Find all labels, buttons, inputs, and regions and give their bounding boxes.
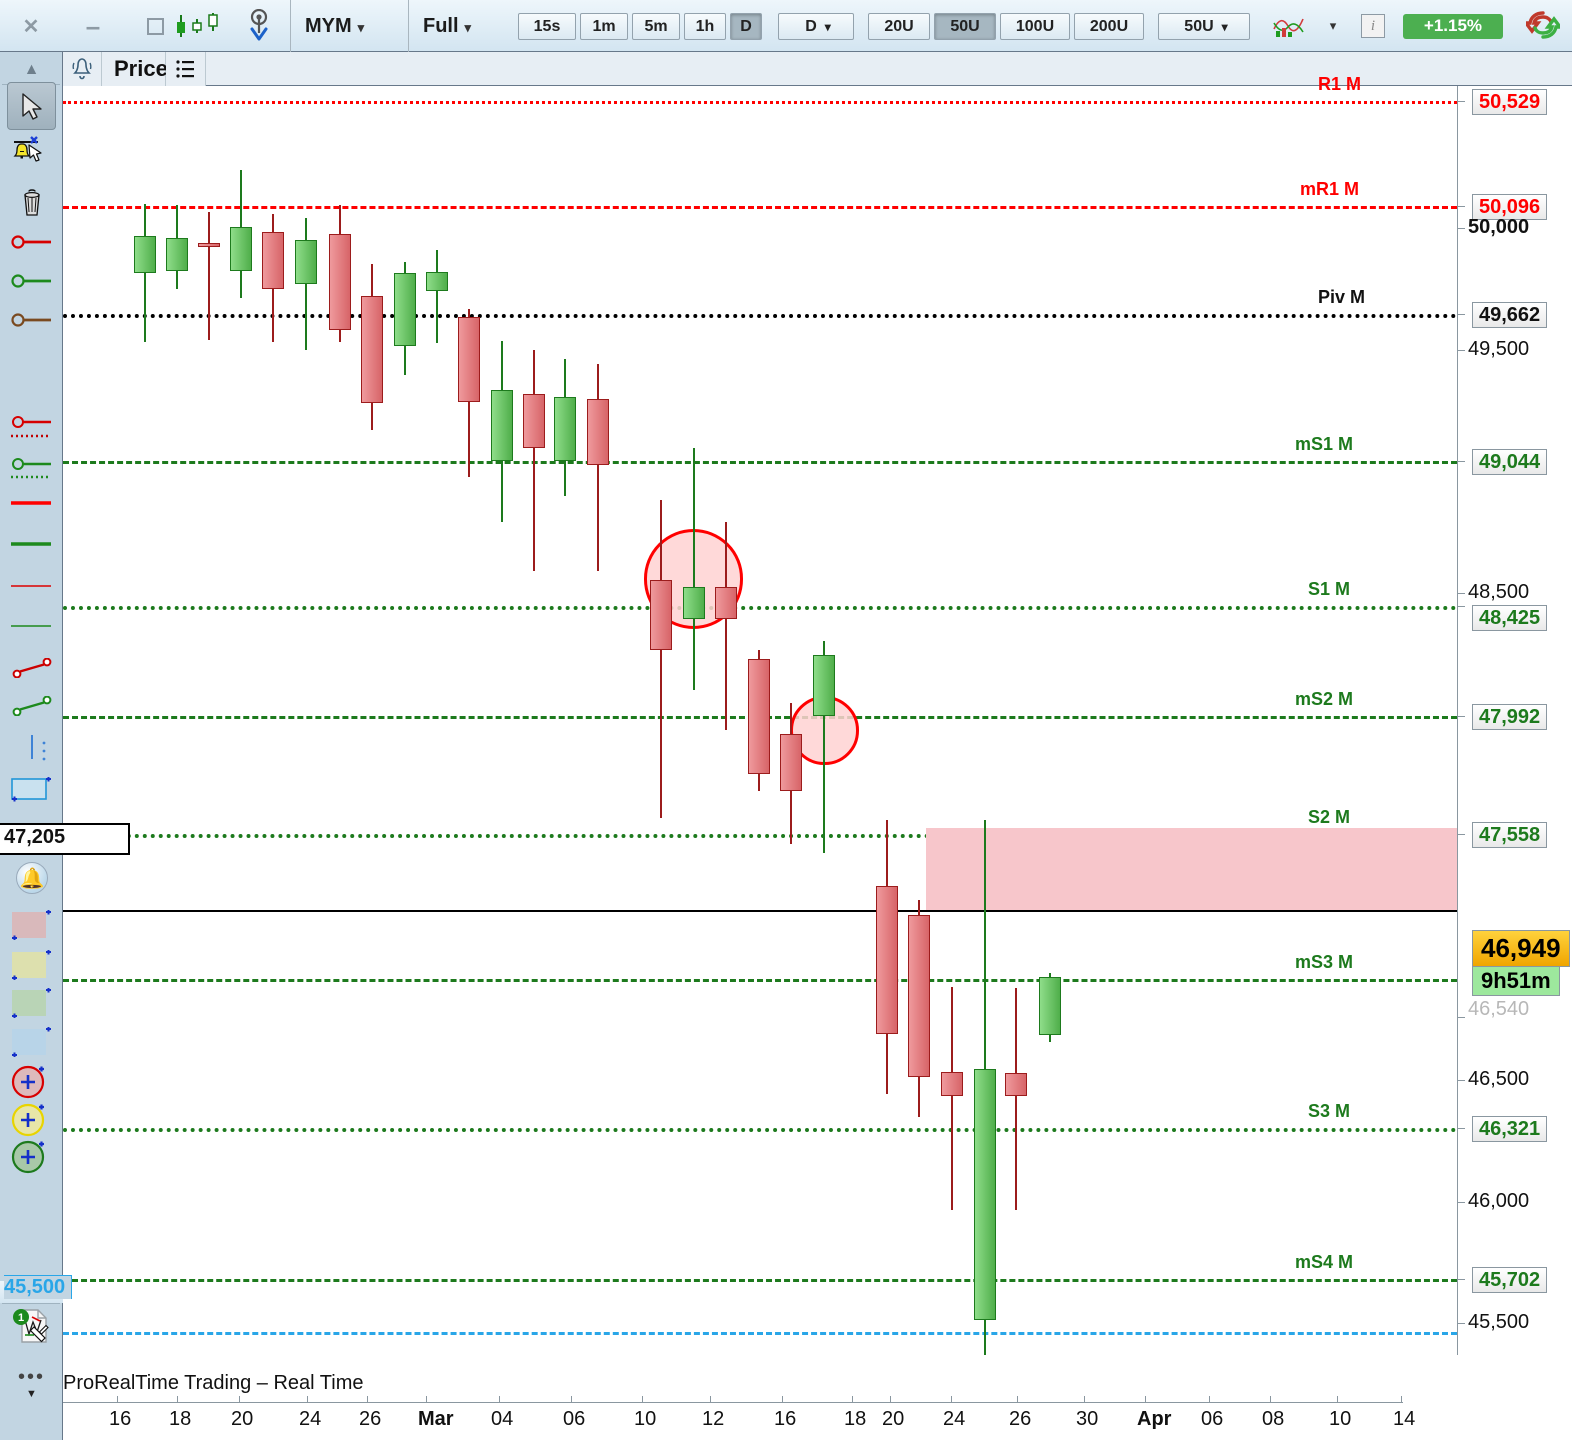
svg-text:1: 1 bbox=[17, 1312, 23, 1324]
